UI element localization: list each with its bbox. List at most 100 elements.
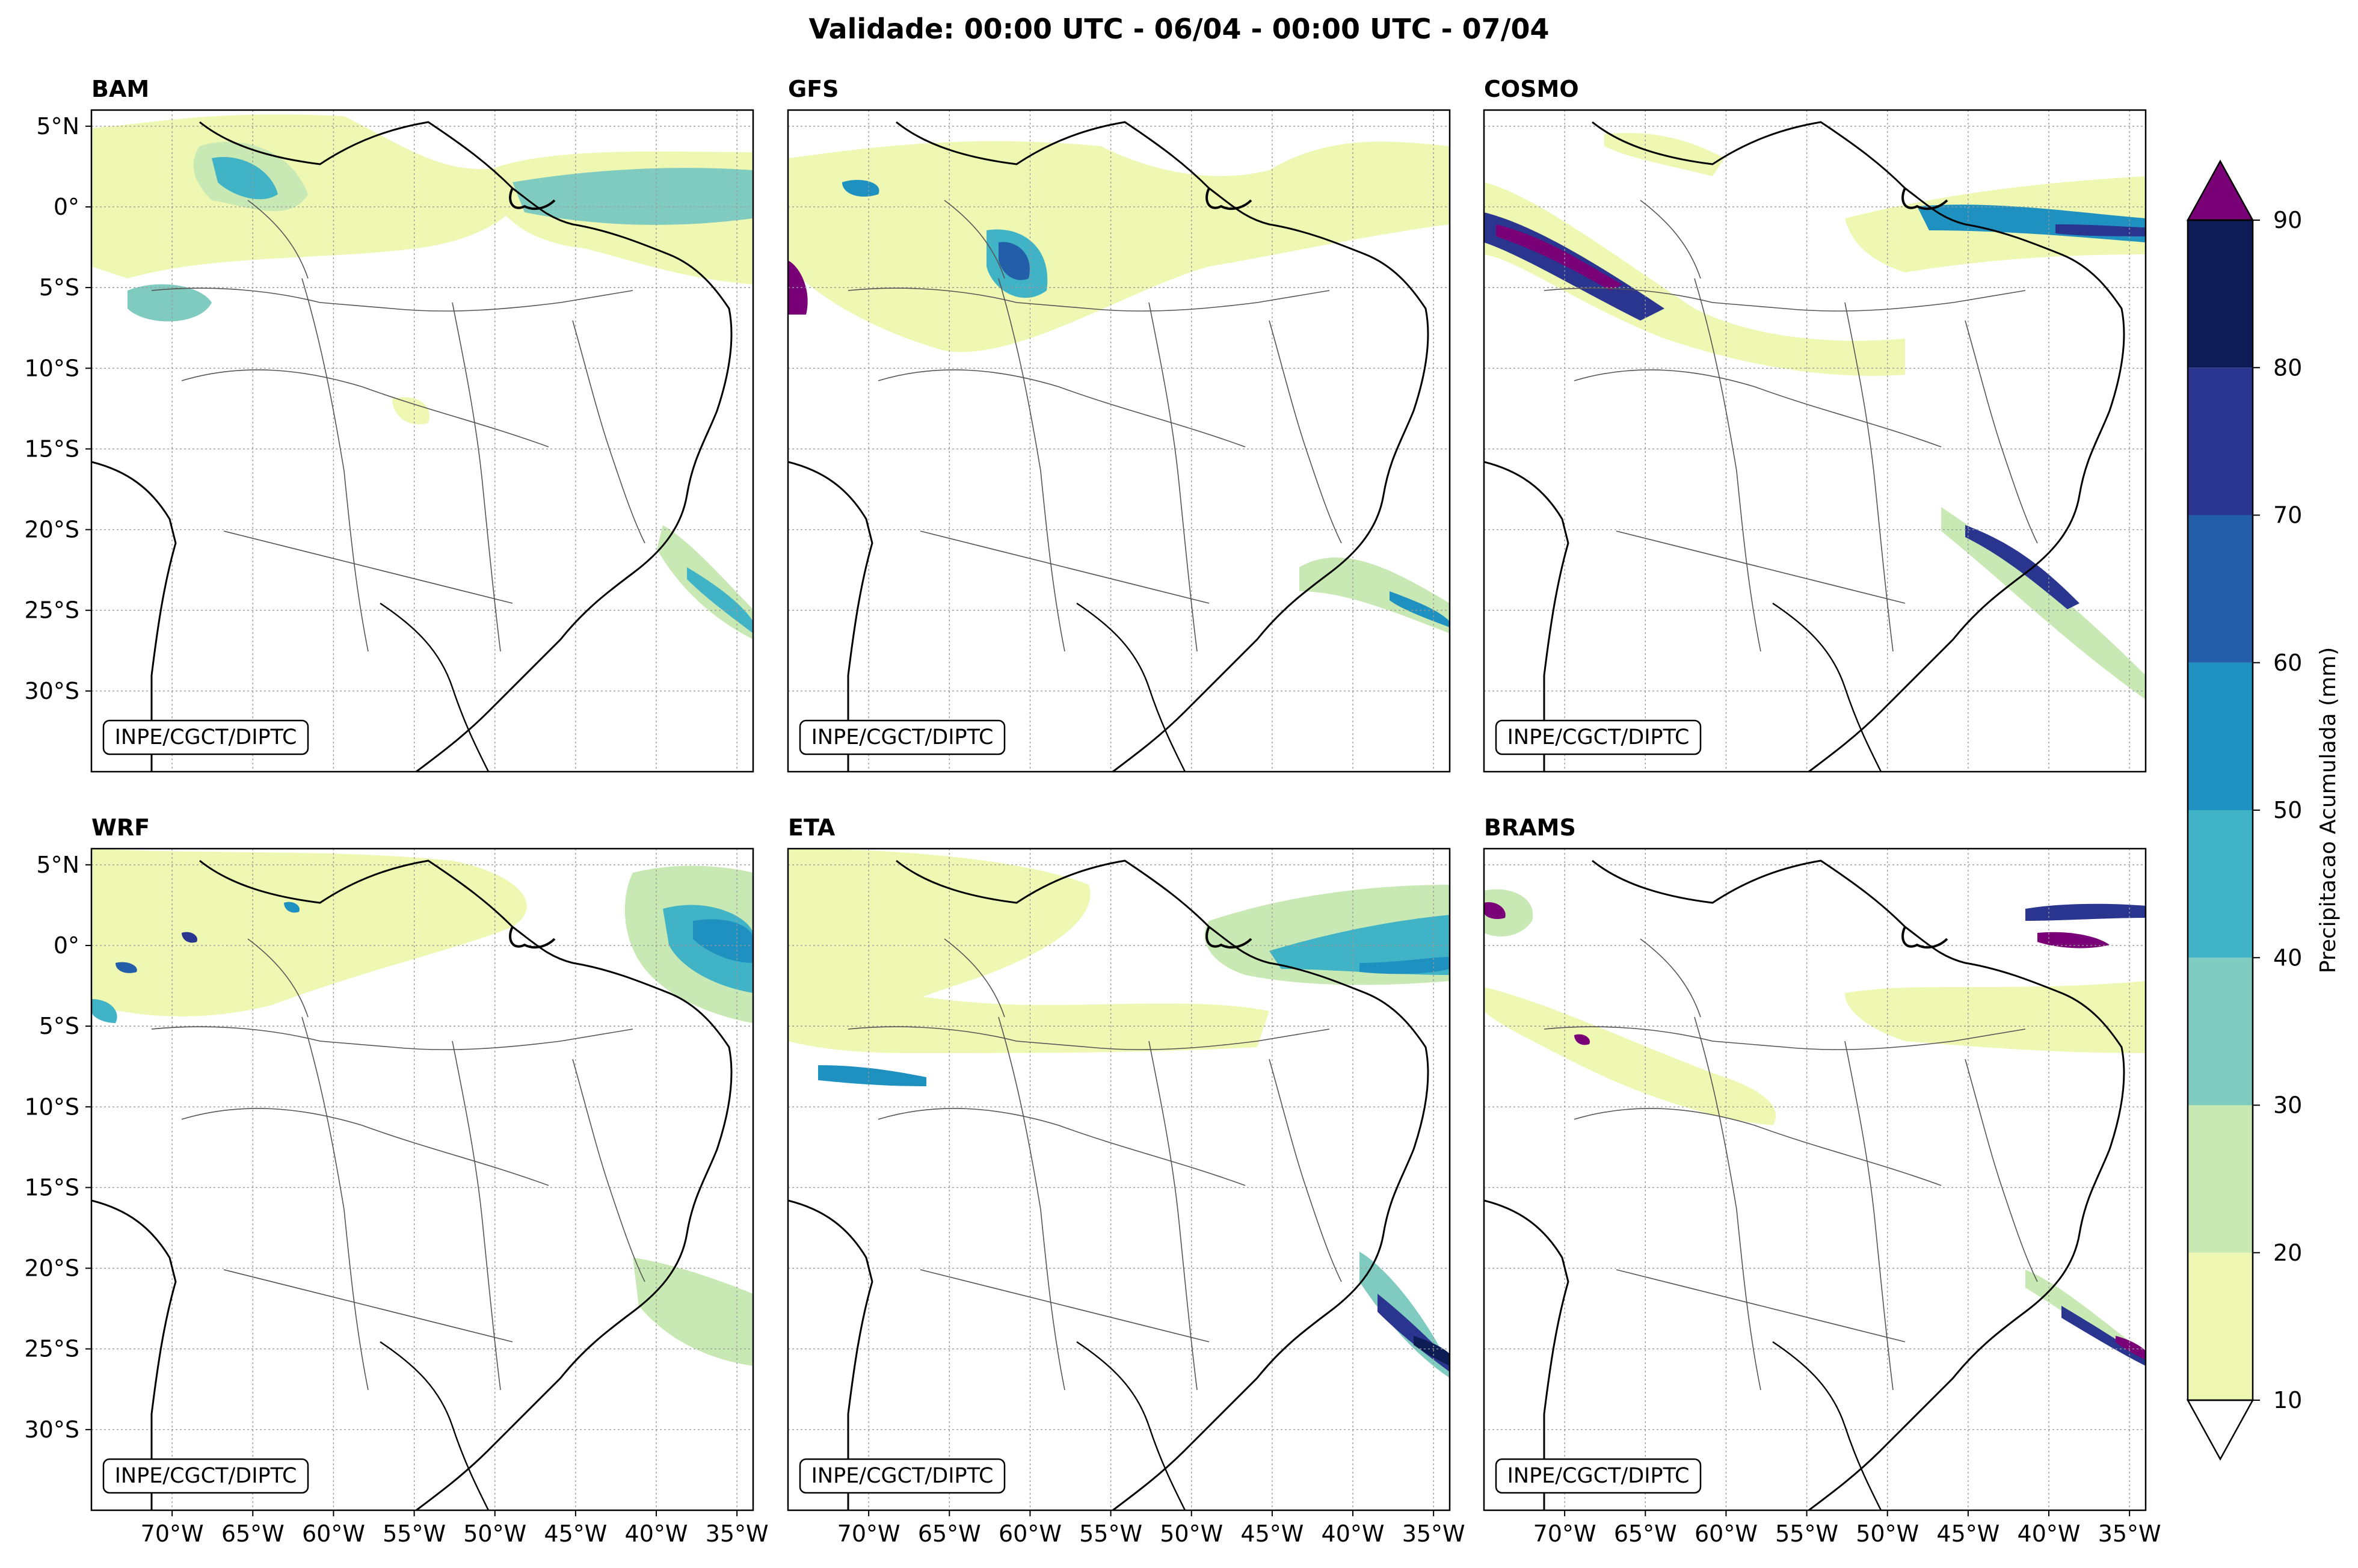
colorbar-segment	[2188, 1105, 2253, 1253]
lon-tick-label: 55°W	[1079, 1520, 1142, 1547]
lat-tick-label: 20°S	[25, 517, 79, 543]
lon-tick-label: 40°W	[1322, 1520, 1385, 1547]
colorbar-segment	[2188, 515, 2253, 663]
credit-label: INPE/CGCT/DIPTC	[799, 719, 1006, 755]
colorbar-tick-label: 20	[2273, 1240, 2302, 1266]
map-frame	[1483, 109, 2147, 773]
colorbar-extend-min	[2186, 1399, 2255, 1461]
lat-tick-label: 5°N	[36, 852, 79, 878]
lon-tick-label: 40°W	[2018, 1520, 2081, 1547]
lat-tick-label: 20°S	[25, 1255, 79, 1282]
lon-tick-label: 45°W	[1240, 1520, 1304, 1547]
lon-tick-label: 50°W	[1160, 1520, 1223, 1547]
colorbar-extend-max	[2186, 159, 2255, 221]
lon-tick-label: 45°W	[544, 1520, 607, 1547]
map-panel-brams: BRAMS INPE/CGCT/DIPTC 70°W 65°W 60°W 55°W 50°W…	[1483, 814, 2161, 1547]
map-panel-eta: ETA INPE/CGCT/DIPTC 70°W 65°W 60°W 55°W 50°W 45…	[787, 814, 1465, 1547]
map-panel-cosmo: COSMO INPE/CGCT/DIPTC	[1483, 76, 2147, 773]
credit-label: INPE/CGCT/DIPTC	[102, 1458, 309, 1494]
map-area	[788, 849, 1450, 1510]
svg-text:INPE/CGCT/DIPTC: INPE/CGCT/DIPTC	[115, 1464, 297, 1488]
svg-text:INPE/CGCT/DIPTC: INPE/CGCT/DIPTC	[1507, 1464, 1690, 1488]
map-area	[91, 110, 753, 772]
lon-tick-label: 35°W	[706, 1520, 769, 1547]
colorbar-label: Precipitacao Acumulada (mm)	[2316, 647, 2341, 974]
map-frame	[1483, 847, 2147, 1511]
colorbar-segment	[2188, 1252, 2253, 1400]
lon-tick-label: 65°W	[1614, 1520, 1677, 1547]
colorbar-tick-label: 70	[2273, 502, 2302, 529]
colorbar-tick-label: 40	[2273, 944, 2302, 971]
map-panel-gfs: GFS INPE/CGCT/DIPTC	[787, 76, 1451, 773]
lon-tick-label: 60°W	[1695, 1520, 1758, 1547]
lat-tick-label: 15°S	[25, 1174, 79, 1201]
svg-text:INPE/CGCT/DIPTC: INPE/CGCT/DIPTC	[811, 725, 994, 749]
credit-label: INPE/CGCT/DIPTC	[102, 719, 309, 755]
colorbar-tick-label: 60	[2273, 650, 2302, 676]
panel-title: ETA	[788, 814, 836, 841]
svg-text:INPE/CGCT/DIPTC: INPE/CGCT/DIPTC	[811, 1464, 994, 1488]
credit-label: INPE/CGCT/DIPTC	[1495, 719, 1702, 755]
lon-tick-label: 65°W	[918, 1520, 981, 1547]
colorbar-segment	[2188, 662, 2253, 810]
map-frame	[787, 847, 1451, 1511]
lon-tick-label: 60°W	[999, 1520, 1062, 1547]
map-area	[788, 110, 1450, 772]
svg-text:INPE/CGCT/DIPTC: INPE/CGCT/DIPTC	[115, 725, 297, 749]
colorbar-segment	[2188, 367, 2253, 515]
lat-tick-label: 0°	[54, 932, 79, 959]
panel-title: COSMO	[1484, 76, 1579, 102]
lon-tick-label: 60°W	[302, 1520, 365, 1547]
lon-tick-label: 70°W	[1533, 1520, 1596, 1547]
colorbar-tick-label: 80	[2273, 354, 2302, 381]
lon-tick-label: 45°W	[1936, 1520, 1999, 1547]
lon-tick-label: 55°W	[383, 1520, 446, 1547]
colorbar-segment	[2188, 220, 2253, 368]
lat-tick-label: 5°S	[39, 1013, 79, 1039]
colorbar-tick-label: 30	[2273, 1092, 2302, 1119]
lat-tick-label: 15°S	[25, 435, 79, 462]
map-area	[91, 849, 753, 1510]
lon-tick-label: 40°W	[625, 1520, 688, 1547]
lon-tick-label: 65°W	[221, 1520, 285, 1547]
map-area	[1484, 110, 2146, 772]
panel-title: WRF	[91, 814, 150, 841]
colorbar-tick-label: 10	[2273, 1387, 2302, 1413]
map-panel-wrf: WRF INPE/CGCT/DIPTC 5°N 0° 5°S 10°S 15°S 20°S 25…	[25, 814, 769, 1547]
colorbar-tick-label: 50	[2273, 797, 2302, 823]
lat-tick-label: 5°N	[36, 113, 79, 140]
lon-tick-label: 35°W	[1402, 1520, 1465, 1547]
lon-tick-label: 35°W	[2098, 1520, 2161, 1547]
map-frame	[787, 109, 1451, 773]
lat-tick-label: 30°S	[25, 678, 79, 704]
figure-title: Validade: 00:00 UTC - 06/04 - 00:00 UTC …	[808, 13, 1549, 45]
lat-tick-label: 25°S	[25, 1336, 79, 1362]
credit-label: INPE/CGCT/DIPTC	[1495, 1458, 1702, 1494]
lon-tick-label: 70°W	[141, 1520, 204, 1547]
lon-tick-label: 55°W	[1775, 1520, 1838, 1547]
lon-tick-label: 50°W	[1856, 1520, 1919, 1547]
panel-title: BRAMS	[1484, 814, 1576, 841]
map-frame	[90, 847, 754, 1511]
svg-text:INPE/CGCT/DIPTC: INPE/CGCT/DIPTC	[1507, 725, 1690, 749]
colorbar-segment	[2188, 810, 2253, 958]
lat-tick-label: 30°S	[25, 1416, 79, 1443]
lat-tick-label: 0°	[54, 194, 79, 220]
panel-title: BAM	[91, 76, 149, 102]
credit-label: INPE/CGCT/DIPTC	[799, 1458, 1006, 1494]
lat-tick-label: 10°S	[25, 1093, 79, 1120]
lon-tick-label: 50°W	[463, 1520, 526, 1547]
lat-tick-label: 25°S	[25, 597, 79, 624]
map-panels: BAM INPE/CGCT/DIPTC 5°N 0° 5°S 10°S 15°S 20°S 25…	[25, 76, 2161, 1547]
map-area	[1484, 849, 2146, 1510]
map-frame	[90, 109, 754, 773]
panel-title: GFS	[788, 76, 839, 102]
colorbar-segment	[2188, 958, 2253, 1105]
colorbar: 10 20 30 40 50 60 70 80 90 Precipitacao Acumulada…	[2186, 159, 2341, 1461]
lat-tick-label: 5°S	[39, 274, 79, 301]
lat-tick-label: 10°S	[25, 355, 79, 381]
lon-tick-label: 70°W	[837, 1520, 900, 1547]
colorbar-tick-label: 90	[2273, 207, 2302, 233]
map-panel-bam: BAM INPE/CGCT/DIPTC 5°N 0° 5°S 10°S 15°S 20°S 25…	[25, 76, 754, 773]
